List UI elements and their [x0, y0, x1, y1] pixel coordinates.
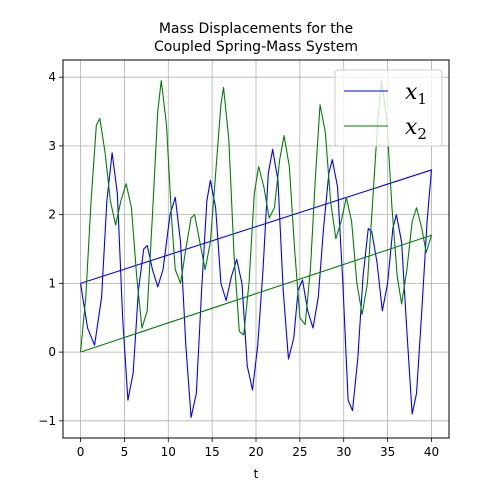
x-tick-label: 25 — [292, 445, 307, 459]
legend-label-x1-sub: 1 — [417, 90, 427, 108]
x-tick-label: 30 — [336, 445, 351, 459]
y-tick-label: 3 — [48, 139, 56, 153]
x-tick-label: 10 — [161, 445, 176, 459]
x-axis-label: t — [254, 467, 259, 481]
legend-label-x1-base: x — [405, 80, 418, 105]
legend: x1 x2 — [335, 70, 442, 146]
y-tick-label: 0 — [48, 345, 56, 359]
x-tick-label: 35 — [380, 445, 395, 459]
chart-title-line-2: Coupled Spring-Mass System — [154, 39, 358, 55]
y-tick-label: 2 — [48, 208, 56, 222]
x-tick-label: 20 — [248, 445, 263, 459]
chart-title-line-1: Mass Displacements for the — [159, 21, 353, 37]
y-tick-label: 4 — [48, 70, 56, 84]
x-tick-label: 40 — [424, 445, 439, 459]
legend-label-x2-sub: 2 — [417, 125, 427, 143]
y-tick-label: 1 — [48, 276, 56, 290]
legend-label-x2-base: x — [405, 115, 418, 140]
x-tick-label: 5 — [121, 445, 129, 459]
y-tick-label: −1 — [38, 414, 56, 428]
x-tick-label: 0 — [77, 445, 85, 459]
x-tick-label: 15 — [204, 445, 219, 459]
